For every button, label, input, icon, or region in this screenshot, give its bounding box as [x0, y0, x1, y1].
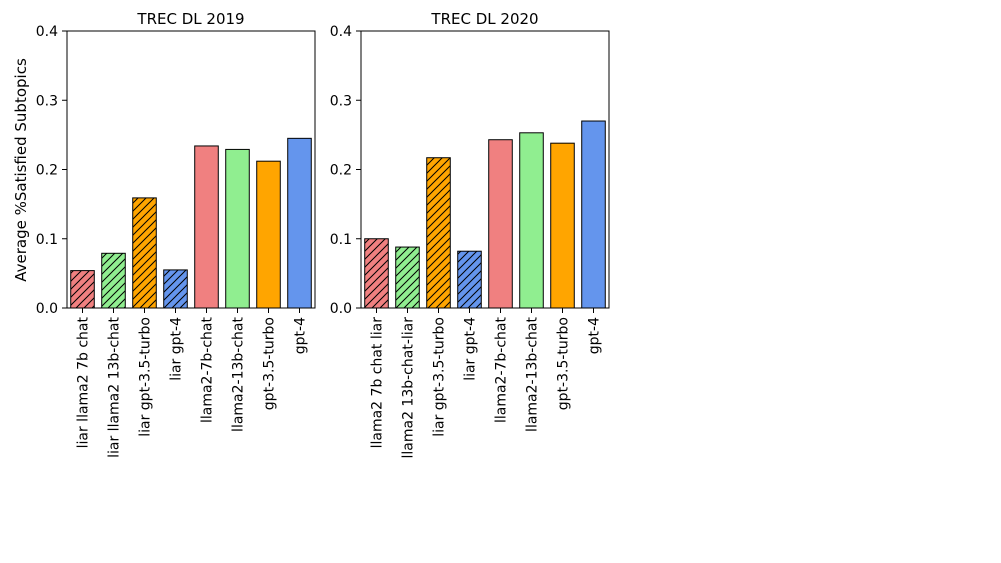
bar-hatch	[163, 269, 188, 308]
x-tick-label: liar gpt-3.5-turbo	[432, 317, 448, 437]
x-tick-label: llama2 7b chat liar	[370, 317, 386, 449]
x-tick-label: llama2-13b-chat	[231, 317, 247, 432]
y-tick-label: 0.2	[330, 163, 352, 179]
y-tick-label: 0.2	[36, 163, 58, 179]
bar-hatch	[426, 157, 451, 308]
x-tick-label: llama2-7b-chat	[200, 317, 216, 424]
bar-llama2-13b-chat	[519, 132, 544, 309]
bar-hatch	[364, 238, 389, 308]
bar-llama2-7b-chat	[488, 139, 513, 309]
y-tick-label: 0.3	[330, 93, 352, 109]
x-tick-label: liar llama2 7b chat	[76, 317, 92, 449]
x-tick-label: gpt-4	[587, 317, 603, 354]
y-tick-label: 0.4	[330, 24, 352, 40]
x-tick-label: liar gpt-3.5-turbo	[138, 317, 154, 437]
x-tick-label: gpt-3.5-turbo	[262, 317, 278, 410]
bar-gpt-4	[581, 120, 606, 309]
chart-title: TREC DL 2020	[430, 10, 538, 28]
bar-hatch	[132, 197, 157, 308]
y-tick-label: 0.0	[330, 301, 352, 317]
x-tick-label: liar llama2 13b-chat	[107, 316, 123, 457]
y-tick-label: 0.1	[330, 232, 352, 248]
x-tick-label: gpt-4	[293, 317, 309, 354]
chart-panel-2019: TREC DL 2019 0.0 0.1 0.2 0.3 0.4 liar llama2 …	[36, 10, 316, 458]
x-tick-label: liar gpt-4	[169, 317, 185, 381]
bar-gpt-3-5-turbo	[550, 142, 575, 309]
chart-panel-2020: TREC DL 2020 0.0 0.1 0.2 0.3 0.4 llama2 7b ch…	[330, 10, 610, 459]
y-axis-label: Average %Satisfied Subtopics	[12, 58, 30, 282]
x-tick-label: gpt-3.5-turbo	[556, 317, 572, 410]
bar-gpt-3-5-turbo	[256, 160, 281, 309]
bar-hatch	[101, 253, 126, 308]
x-tick-label: llama2-7b-chat	[494, 317, 510, 424]
bar-llama2-7b-chat	[194, 145, 219, 309]
x-tick-label: llama2-13b-chat	[525, 317, 541, 432]
bar-hatch	[395, 247, 420, 308]
y-tick-label: 0.4	[36, 24, 58, 40]
bar-hatch	[70, 270, 95, 308]
chart-title: TREC DL 2019	[136, 10, 244, 28]
x-tick-label: liar gpt-4	[463, 317, 479, 381]
y-tick-label: 0.3	[36, 93, 58, 109]
y-tick-label: 0.0	[36, 301, 58, 317]
y-tick-label: 0.1	[36, 232, 58, 248]
bar-gpt-4	[287, 137, 312, 309]
x-tick-label: llama2 13b-chat-liar	[401, 317, 417, 459]
bar-llama2-13b-chat	[225, 148, 250, 309]
bar-hatch	[457, 251, 482, 308]
